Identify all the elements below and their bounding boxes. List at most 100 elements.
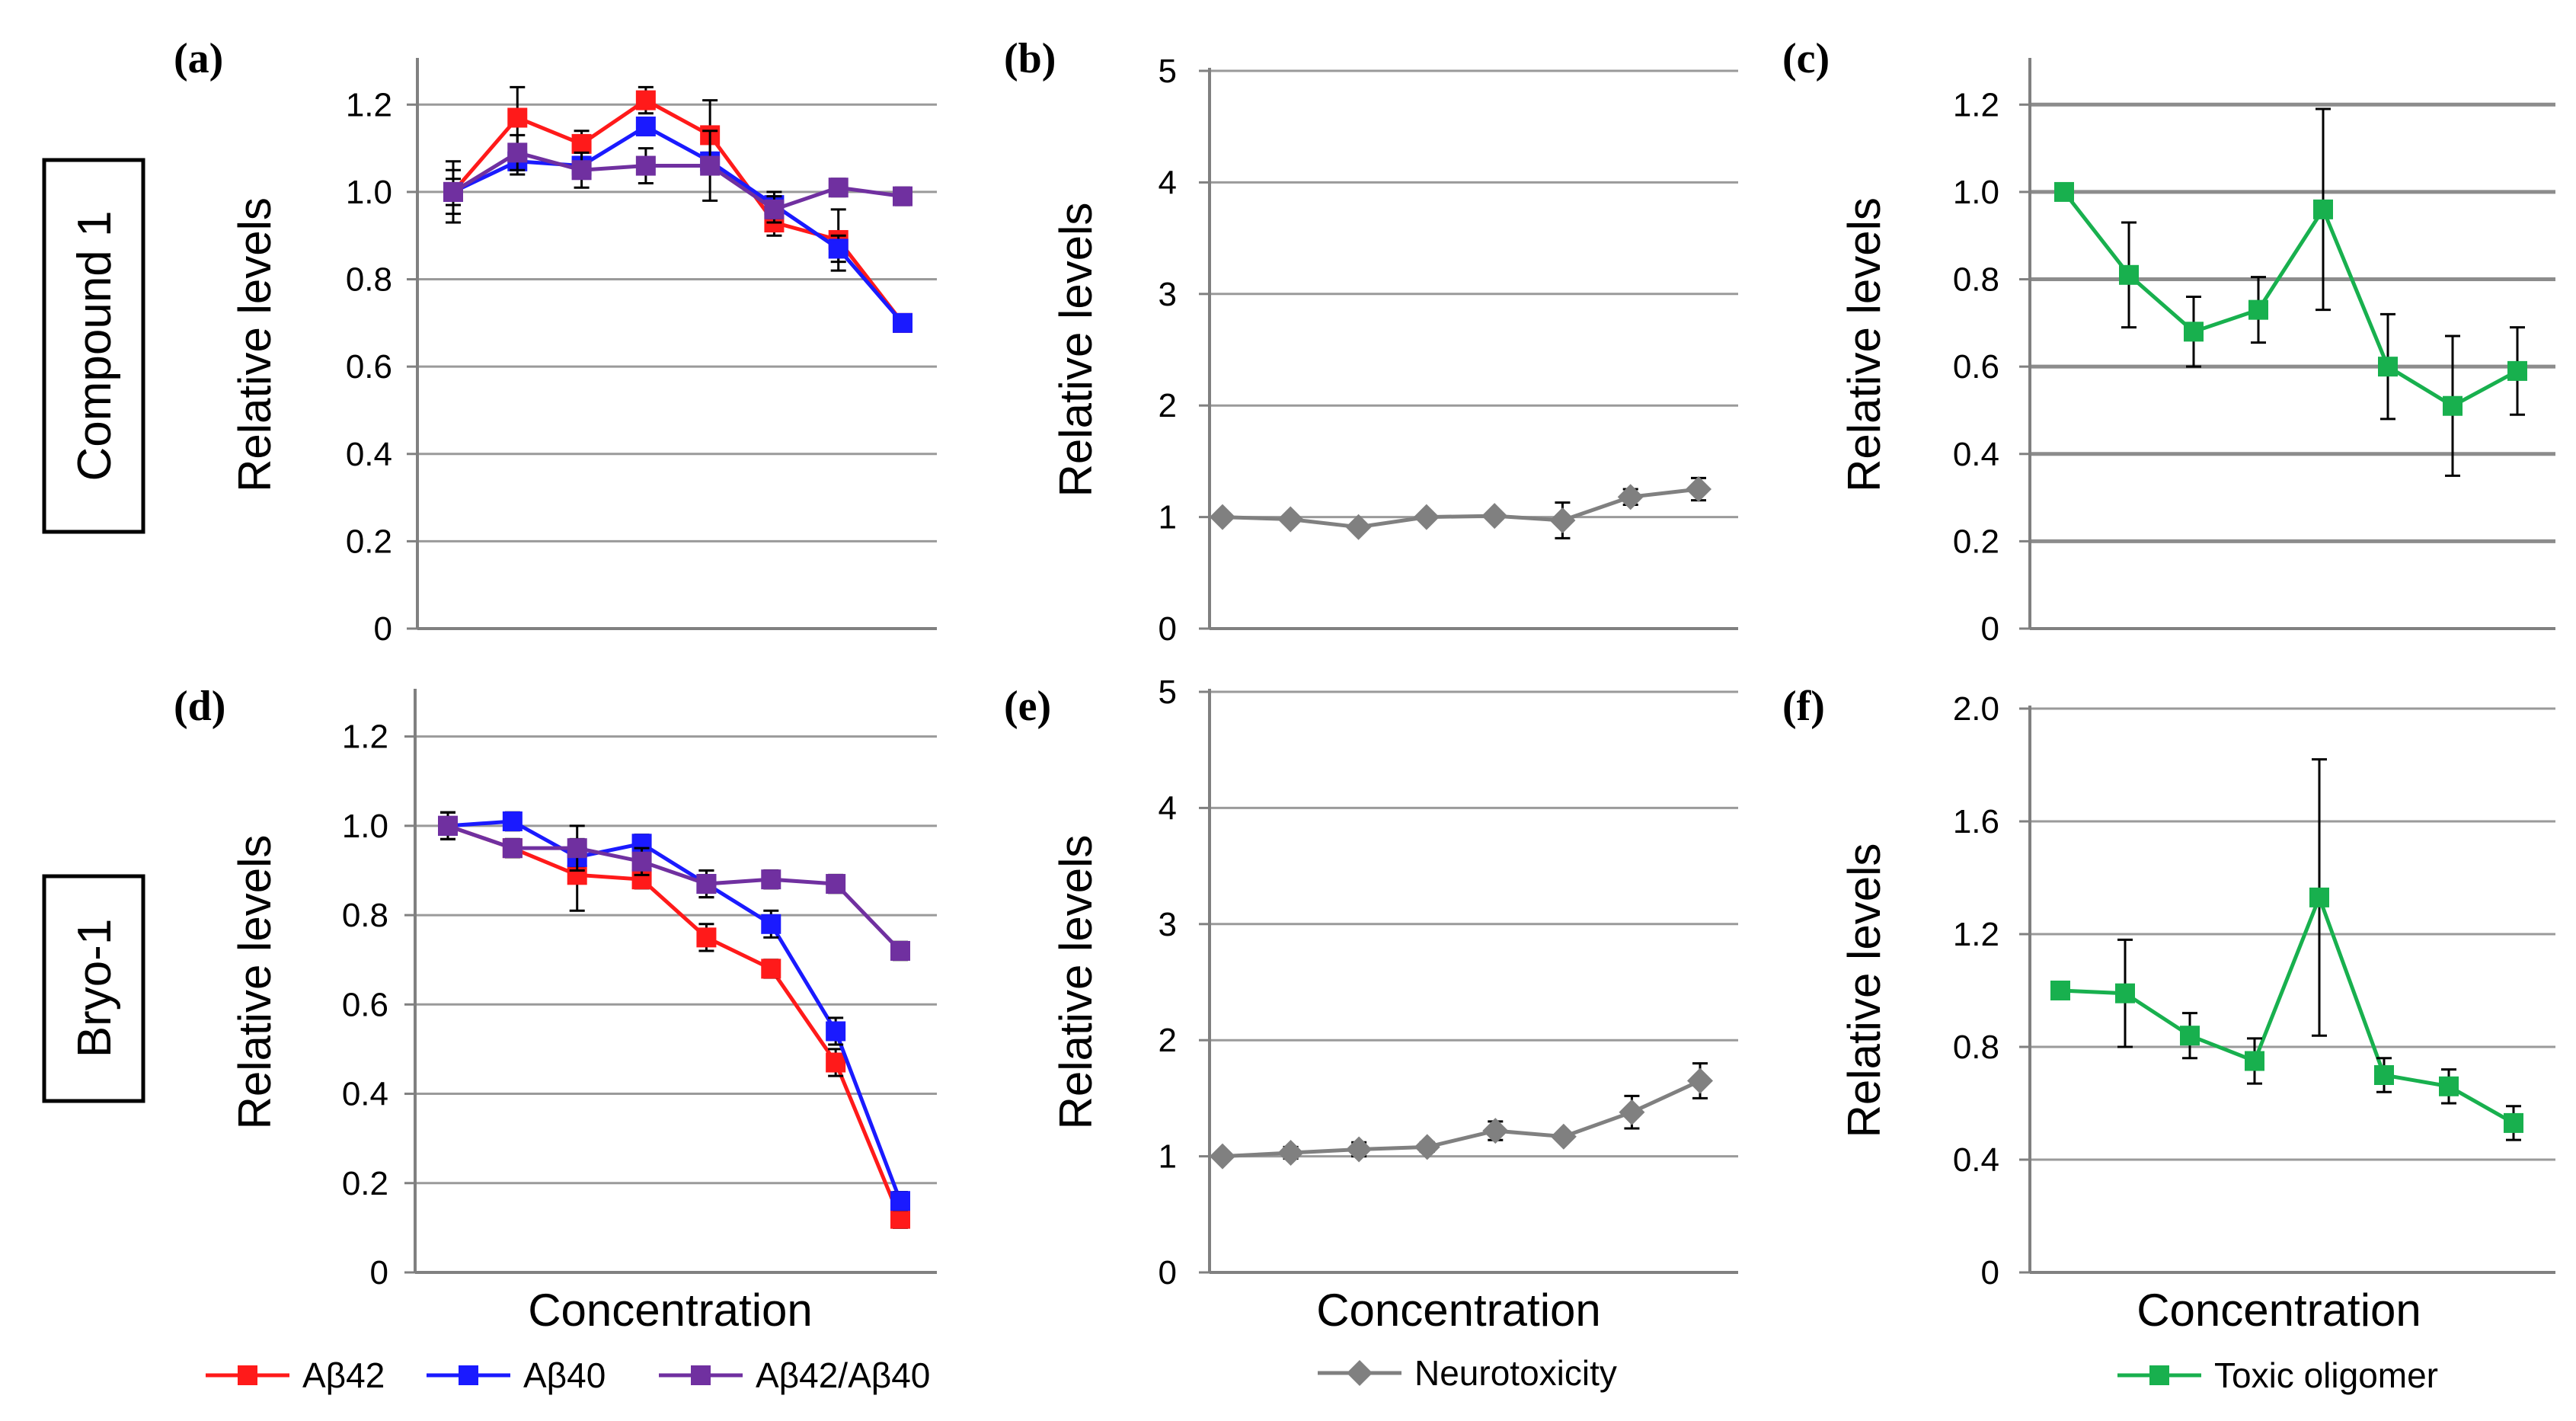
y-tick-label: 1 bbox=[1159, 499, 1177, 536]
y-tick-label: 5 bbox=[1159, 53, 1177, 90]
data-point bbox=[1550, 1123, 1577, 1150]
legend-item: Aβ42 bbox=[206, 1355, 385, 1395]
data-point bbox=[1619, 1099, 1645, 1125]
data-point bbox=[2313, 199, 2333, 219]
panel-a: 0 0.2 0.4 0.6 0.8 1.0 1.2 (a) Relative levels bbox=[174, 35, 937, 648]
data-point bbox=[828, 178, 849, 198]
panel-c: 0 0.2 0.4 0.6 0.8 1.0 1.2 (c) Relative levels bbox=[1782, 35, 2555, 648]
legend-item: Aβ40 bbox=[427, 1355, 606, 1395]
data-point bbox=[631, 851, 652, 872]
y-tick-label: 2 bbox=[1159, 387, 1177, 424]
data-point bbox=[700, 155, 721, 176]
data-point bbox=[2378, 357, 2398, 377]
data-point bbox=[2115, 983, 2135, 1003]
y-axis-title: Relative levels bbox=[1050, 203, 1101, 498]
legend-left: Aβ42 Aβ40 Aβ42/Aβ40 bbox=[206, 1355, 930, 1395]
data-point bbox=[696, 927, 717, 948]
x-axis-title: Concentration bbox=[528, 1285, 813, 1336]
data-point bbox=[1210, 504, 1235, 530]
series-line bbox=[447, 824, 902, 952]
y-tick-label: 0.2 bbox=[346, 523, 392, 560]
y-tick-label: 0 bbox=[1981, 610, 1999, 648]
y-tick-label: 2 bbox=[1159, 1022, 1177, 1059]
data-point bbox=[443, 181, 463, 202]
x-axis-title: Concentration bbox=[1316, 1285, 1601, 1336]
data-point bbox=[761, 869, 781, 890]
data-point bbox=[502, 838, 523, 859]
y-tick-label: 1.2 bbox=[1953, 86, 1999, 123]
panel-label: (d) bbox=[174, 683, 225, 730]
y-tick-label: 1.6 bbox=[1953, 803, 1999, 840]
series-line bbox=[452, 98, 904, 325]
data-point bbox=[826, 1021, 846, 1042]
y-tick-label: 0.8 bbox=[1953, 1029, 1999, 1066]
y-tick-label: 0.8 bbox=[1953, 261, 1999, 299]
data-point bbox=[2504, 1112, 2523, 1133]
y-axis-title: Relative levels bbox=[229, 197, 280, 492]
series-line bbox=[2060, 891, 2515, 1125]
y-tick-label: 1 bbox=[1159, 1138, 1177, 1176]
y-tick-label: 3 bbox=[1159, 906, 1177, 943]
legend-item: Aβ42/Aβ40 bbox=[659, 1355, 930, 1395]
data-point bbox=[2443, 395, 2463, 416]
data-point bbox=[1687, 1067, 1713, 1094]
series-line bbox=[447, 824, 903, 1220]
y-tick-label: 0 bbox=[374, 610, 392, 648]
y-tick-label: 4 bbox=[1159, 164, 1177, 201]
legend-label: Neurotoxicity bbox=[1414, 1353, 1617, 1393]
data-point bbox=[890, 1191, 910, 1211]
legend-marker bbox=[2149, 1365, 2169, 1385]
data-point bbox=[1617, 484, 1644, 510]
x-axis-title: Concentration bbox=[2137, 1285, 2421, 1336]
panel-e: 0 1 2 3 4 5 (e) Relative levels Concentration bbox=[1004, 674, 1738, 1336]
data-point bbox=[890, 1208, 910, 1229]
y-axis-title: Relative levels bbox=[1839, 197, 1890, 492]
data-point bbox=[893, 312, 912, 333]
data-point bbox=[826, 874, 846, 895]
data-point bbox=[2439, 1076, 2459, 1096]
series-Neurotoxicity bbox=[1210, 476, 1711, 540]
row-label-top-text: Compound 1 bbox=[69, 210, 121, 481]
legend-middle: Neurotoxicity bbox=[1318, 1353, 1617, 1393]
data-point bbox=[2180, 1026, 2200, 1046]
panel-label: (f) bbox=[1782, 683, 1825, 730]
legend-label: Aβ42 bbox=[302, 1355, 385, 1395]
y-tick-label: 0.4 bbox=[1953, 1141, 1999, 1179]
data-point bbox=[2050, 981, 2070, 1000]
panel-label: (e) bbox=[1004, 683, 1051, 730]
data-point bbox=[571, 133, 592, 154]
series-Aβ42/Aβ40 bbox=[443, 130, 912, 224]
data-point bbox=[567, 838, 587, 859]
y-tick-label: 0 bbox=[370, 1254, 388, 1291]
y-tick-label: 3 bbox=[1159, 276, 1177, 313]
data-point bbox=[828, 238, 849, 259]
y-tick-label: 1.2 bbox=[342, 719, 388, 756]
data-point bbox=[507, 142, 528, 163]
data-point bbox=[1414, 1134, 1440, 1160]
data-point bbox=[696, 874, 717, 895]
data-point bbox=[2245, 1051, 2264, 1071]
panel-label: (c) bbox=[1782, 35, 1830, 82]
data-point bbox=[502, 811, 523, 831]
data-point bbox=[1210, 1143, 1235, 1170]
y-tick-label: 2.0 bbox=[1953, 690, 1999, 728]
data-point bbox=[761, 914, 781, 934]
legend-marker bbox=[238, 1365, 257, 1385]
y-axis-title: Relative levels bbox=[229, 835, 280, 1130]
series-line bbox=[2063, 190, 2519, 408]
data-point bbox=[764, 199, 785, 219]
y-axis-title: Relative levels bbox=[1839, 843, 1890, 1138]
y-tick-label: 0.6 bbox=[346, 348, 392, 386]
legend-item: Toxic oligomer bbox=[2117, 1355, 2438, 1395]
y-tick-label: 0.2 bbox=[342, 1165, 388, 1202]
legend-right: Toxic oligomer bbox=[2117, 1355, 2438, 1395]
data-point bbox=[1346, 1136, 1373, 1163]
series-line bbox=[452, 150, 903, 212]
data-point bbox=[2248, 299, 2268, 320]
data-point bbox=[635, 90, 656, 110]
data-point bbox=[826, 1052, 846, 1073]
legend-marker bbox=[459, 1365, 478, 1385]
row-label-bottom: Bryo-1 bbox=[42, 874, 145, 1103]
panel-d: 0 0.2 0.4 0.6 0.8 1.0 1.2 (d) Relative levels Con… bbox=[174, 683, 937, 1336]
